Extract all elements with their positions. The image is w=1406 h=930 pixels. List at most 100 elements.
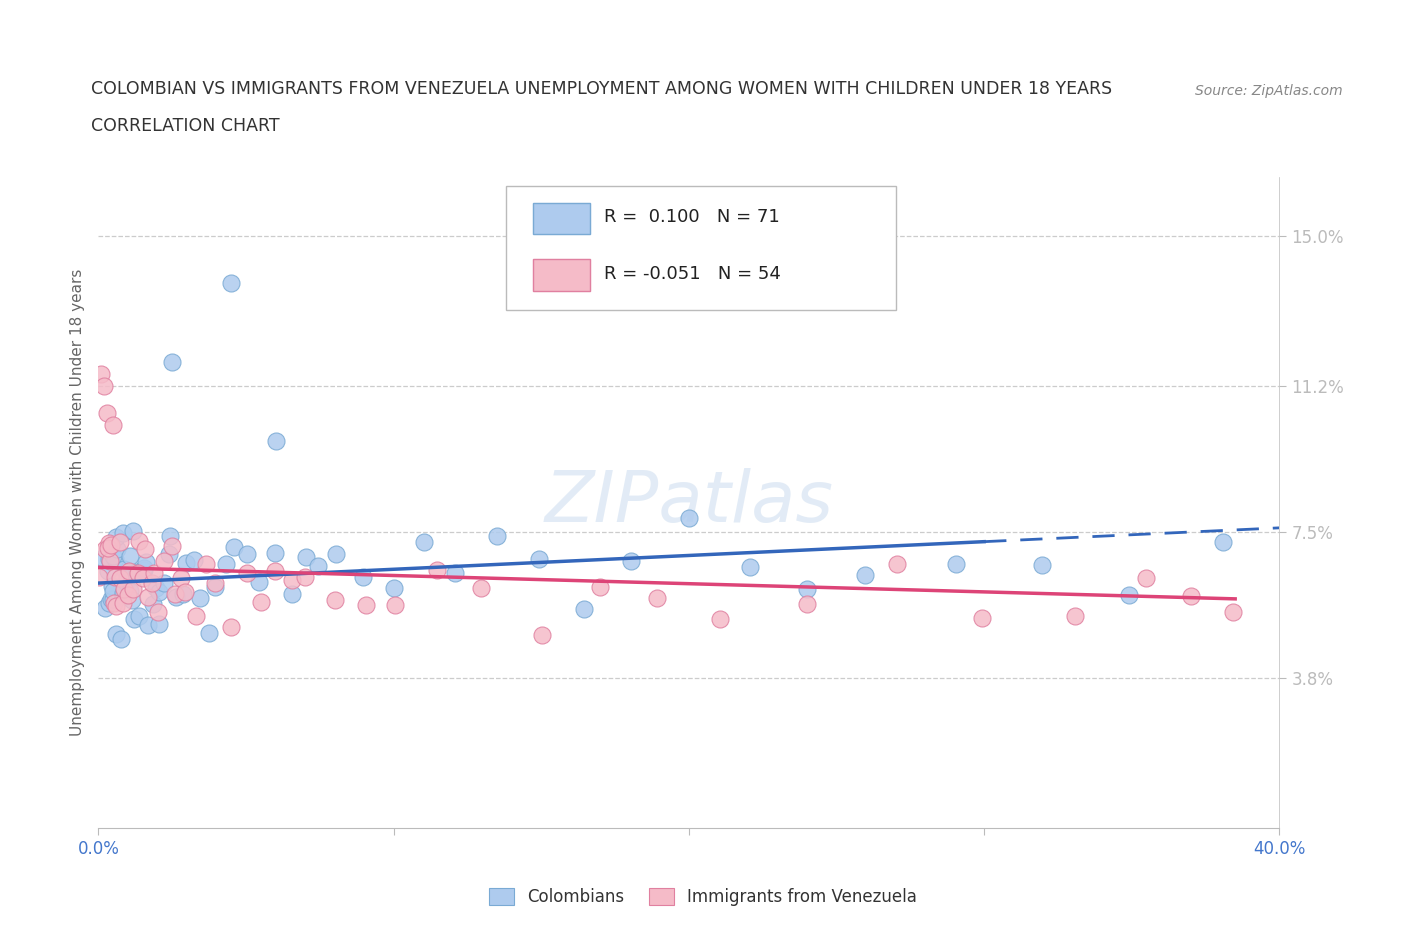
Point [354, 597, 377, 612]
Point [1135, 571, 1157, 586]
Point [1031, 558, 1053, 573]
Point [589, 580, 612, 595]
Point [853, 567, 876, 582]
Point [134, 541, 156, 556]
Text: ZIPatlas: ZIPatlas [544, 468, 834, 537]
Point [127, 565, 149, 580]
Point [1063, 608, 1085, 623]
Point [148, 585, 170, 600]
Point [572, 602, 595, 617]
Point [94, 601, 117, 616]
Point [103, 418, 125, 432]
Point [101, 578, 124, 593]
Point [264, 546, 287, 561]
Point [972, 611, 994, 626]
Point [122, 611, 145, 626]
Point [110, 631, 132, 646]
Point [486, 528, 509, 543]
Point [132, 570, 155, 585]
Point [93, 379, 115, 393]
Point [97, 564, 120, 578]
Point [236, 566, 259, 581]
Point [104, 569, 127, 584]
Point [530, 628, 553, 643]
Point [323, 592, 346, 607]
Point [204, 579, 226, 594]
Point [97, 595, 120, 610]
Point [122, 524, 145, 538]
Point [120, 549, 142, 564]
Bar [533, 203, 589, 234]
Point [215, 556, 238, 571]
Point [117, 588, 139, 603]
Point [141, 576, 163, 591]
Point [90, 366, 112, 381]
Point [1180, 589, 1202, 604]
Legend: Colombians, Immigrants from Venezuela: Colombians, Immigrants from Venezuela [482, 881, 924, 912]
Point [738, 560, 761, 575]
Point [159, 529, 181, 544]
Point [145, 581, 167, 596]
Point [527, 551, 550, 566]
Point [118, 583, 141, 598]
FancyBboxPatch shape [506, 187, 896, 311]
Point [152, 553, 174, 568]
Text: Source: ZipAtlas.com: Source: ZipAtlas.com [1195, 84, 1343, 98]
Point [188, 591, 211, 605]
Bar [533, 259, 589, 291]
Point [249, 574, 271, 589]
Point [148, 617, 170, 631]
Point [281, 573, 304, 588]
Point [100, 591, 122, 606]
Point [100, 538, 122, 552]
Point [135, 554, 157, 569]
Point [470, 580, 492, 595]
Point [148, 604, 170, 619]
Point [945, 557, 967, 572]
Bar [533, 259, 589, 291]
Point [219, 276, 242, 291]
Point [87, 569, 110, 584]
Point [91, 551, 114, 565]
Point [307, 559, 329, 574]
Point [157, 547, 180, 562]
Y-axis label: Unemployment Among Women with Children Under 18 years: Unemployment Among Women with Children U… [70, 269, 86, 736]
Point [426, 563, 449, 578]
Point [103, 595, 125, 610]
Point [352, 570, 374, 585]
Point [412, 534, 434, 549]
Point [294, 569, 316, 584]
Point [121, 592, 143, 607]
Point [1212, 534, 1234, 549]
Point [112, 595, 135, 610]
Point [174, 555, 197, 570]
Point [325, 547, 347, 562]
Point [115, 571, 138, 586]
Point [443, 565, 465, 580]
Point [112, 562, 135, 577]
Point [1222, 604, 1244, 619]
Point [128, 609, 150, 624]
Point [886, 557, 908, 572]
Point [249, 595, 271, 610]
Point [620, 554, 643, 569]
Point [678, 511, 700, 525]
Point [97, 536, 120, 551]
Point [219, 620, 242, 635]
Point [100, 554, 122, 569]
Point [160, 539, 183, 554]
Point [103, 552, 125, 567]
Point [263, 564, 285, 578]
Point [101, 591, 124, 606]
Point [125, 565, 148, 579]
Point [97, 540, 120, 555]
Point [112, 586, 135, 601]
Point [224, 539, 246, 554]
Point [645, 591, 668, 605]
Point [115, 574, 138, 589]
Point [143, 565, 166, 580]
Point [94, 542, 117, 557]
Point [382, 580, 405, 595]
Point [104, 599, 127, 614]
Point [110, 571, 132, 586]
